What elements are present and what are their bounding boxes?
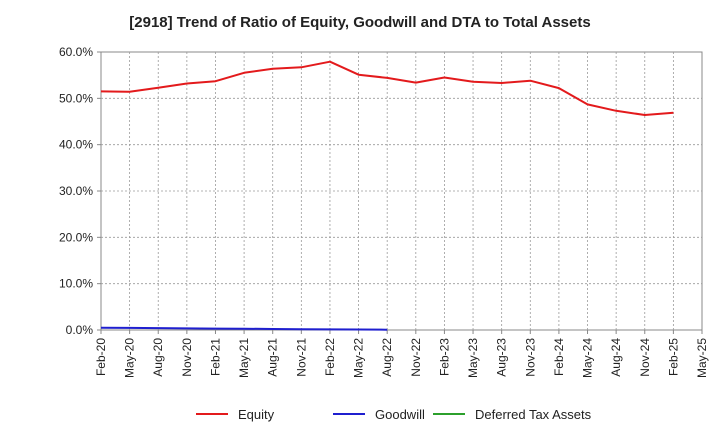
legend-label-deferred-tax-assets: Deferred Tax Assets <box>475 407 592 422</box>
x-tick-label: Feb-21 <box>208 338 222 376</box>
x-tick-label: May-22 <box>352 338 366 378</box>
y-tick-label: 10.0% <box>59 277 93 291</box>
x-tick-label: Aug-22 <box>380 338 394 377</box>
series-line-goodwill <box>100 326 388 331</box>
x-tick-label: Feb-23 <box>437 338 451 376</box>
legend-label-goodwill: Goodwill <box>375 407 425 422</box>
x-tick-label: Feb-20 <box>94 338 108 376</box>
x-tick-label: Nov-20 <box>180 338 194 377</box>
x-tick-label: Nov-23 <box>523 338 537 377</box>
y-tick-label: 20.0% <box>59 230 93 244</box>
x-tick-label: Feb-22 <box>323 338 337 376</box>
x-tick-label: May-20 <box>123 338 137 378</box>
x-tick-label: Aug-21 <box>266 338 280 377</box>
x-tick-label: Aug-23 <box>495 338 509 377</box>
x-tick-label: Feb-24 <box>552 338 566 376</box>
y-tick-label: 30.0% <box>59 184 93 198</box>
series-line-equity <box>100 60 674 116</box>
x-tick-label: May-21 <box>237 338 251 378</box>
chart-title: [2918] Trend of Ratio of Equity, Goodwil… <box>129 14 591 31</box>
y-tick-label: 40.0% <box>59 138 93 152</box>
legend-label-equity: Equity <box>238 407 275 422</box>
x-tick-label: May-24 <box>581 338 595 378</box>
x-tick-label: Nov-21 <box>294 338 308 377</box>
y-tick-label: 50.0% <box>59 91 93 105</box>
y-tick-label: 60.0% <box>59 45 93 59</box>
y-tick-label: 0.0% <box>66 323 94 337</box>
x-tick-label: May-25 <box>695 338 709 378</box>
x-tick-label: Feb-25 <box>666 338 680 376</box>
x-tick-label: Nov-24 <box>638 338 652 377</box>
x-tick-label: Nov-22 <box>409 338 423 377</box>
x-tick-label: Aug-24 <box>609 338 623 377</box>
x-tick-label: May-23 <box>466 338 480 378</box>
x-tick-label: Aug-20 <box>151 338 165 377</box>
